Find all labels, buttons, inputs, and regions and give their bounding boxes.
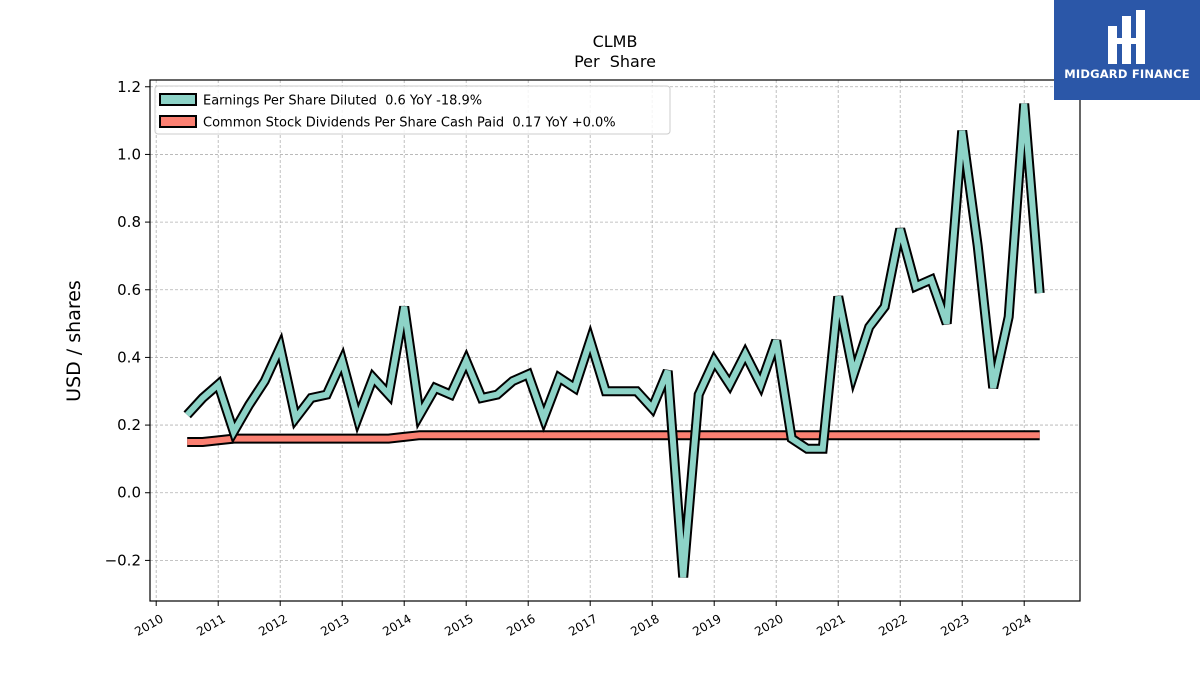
- x-tick-label: 2019: [690, 611, 723, 638]
- y-tick-label: 0.0: [117, 484, 141, 502]
- x-tick-label: 2020: [752, 611, 785, 638]
- x-tick-label: 2013: [318, 611, 351, 638]
- chart-title: CLMB: [593, 32, 638, 51]
- plot-frame: [149, 79, 1081, 602]
- x-tick-label: 2017: [566, 611, 599, 638]
- y-tick-label: 0.6: [117, 281, 141, 299]
- y-tick-label: −0.2: [105, 551, 141, 569]
- x-tick-label: 2022: [876, 611, 909, 638]
- x-tick-label: 2021: [814, 611, 847, 638]
- legend-label-eps: Earnings Per Share Diluted 0.6 YoY -18.9…: [203, 94, 482, 109]
- legend-swatch-dividends: [159, 115, 197, 128]
- x-tick-label: 2010: [132, 611, 165, 638]
- series-line-dividends: [187, 432, 1040, 445]
- legend-box: [154, 85, 671, 135]
- x-tick-label: 2018: [628, 611, 661, 638]
- x-tick-label: 2012: [256, 611, 289, 638]
- y-tick-label: 0.2: [117, 416, 141, 434]
- legend: Earnings Per Share Diluted 0.6 YoY -18.9…: [154, 85, 671, 135]
- y-tick-label: 0.4: [117, 348, 141, 366]
- brand-logo: MIDGARD FINANCE: [1054, 0, 1200, 100]
- x-tick-label: 2014: [380, 611, 413, 638]
- series-line-eps: [184, 103, 1043, 578]
- series-layer: [183, 103, 1045, 578]
- y-tick-label: 0.8: [117, 213, 141, 231]
- x-tick-label: 2016: [504, 611, 537, 638]
- x-tick-label: 2015: [442, 611, 475, 638]
- y-tick-label: 1.0: [117, 145, 141, 163]
- legend-swatch-eps: [159, 93, 197, 106]
- y-tick-label: 1.2: [117, 78, 141, 96]
- logo-mark-icon: [1108, 10, 1145, 64]
- chart-subtitle: Per Share: [574, 52, 656, 71]
- x-tick-label: 2024: [1000, 611, 1033, 638]
- legend-label-dividends: Common Stock Dividends Per Share Cash Pa…: [203, 116, 616, 131]
- plot-area: [150, 80, 1080, 601]
- x-tick-label: 2023: [938, 611, 971, 638]
- x-axis-ticks: 2010 2011 2012 2013 2014 2015 2016 2017 2018 2019…: [132, 601, 1034, 639]
- y-axis-label: USD / shares: [63, 280, 85, 402]
- logo-text: MIDGARD FINANCE: [1064, 67, 1190, 81]
- x-tick-label: 2011: [194, 611, 227, 638]
- y-axis-ticks: −0.2 0.0 0.2 0.4 0.6 0.8 1.0 1.2: [105, 78, 150, 569]
